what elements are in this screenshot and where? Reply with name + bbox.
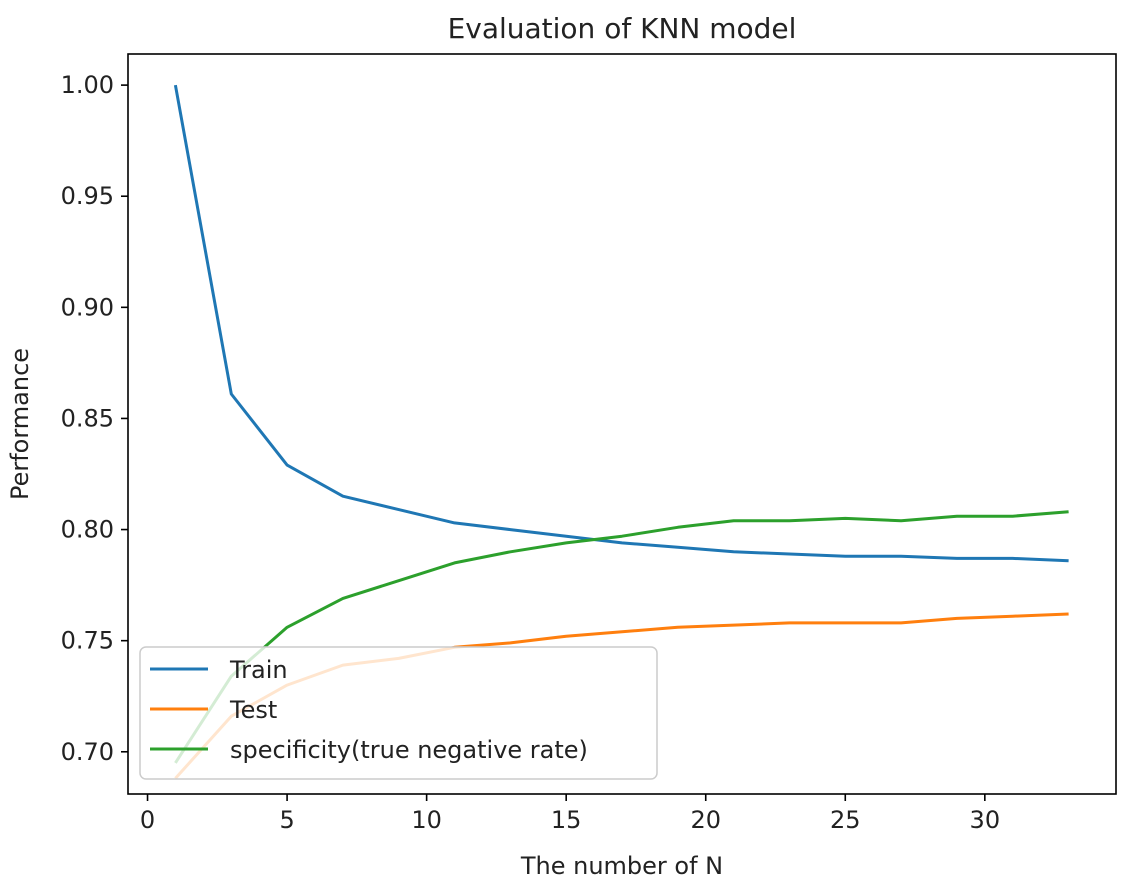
- series-line-2: [174, 510, 1069, 764]
- y-axis-label: Performance: [6, 348, 34, 500]
- x-tick-label: 0: [140, 806, 155, 834]
- y-tick-label: 0.85: [61, 404, 114, 432]
- legend-label-0: Train: [229, 656, 288, 684]
- y-tick-label: 0.70: [61, 738, 114, 766]
- x-tick-label: 10: [411, 806, 442, 834]
- series-line-0: [173, 84, 1069, 563]
- legend-label-2: specificity(true negative rate): [230, 736, 588, 764]
- ticks-layer: 0 5 10 15 20 25 30 0.70 0.75 0.80 0.85 0.90 0.95 1.00: [61, 71, 1001, 834]
- plot-frame: [127, 53, 1117, 795]
- legend-items: Train Test specificity(true negative rate): [150, 656, 588, 764]
- y-tick-label: 0.80: [61, 516, 114, 544]
- y-tick-label: 1.00: [61, 71, 114, 99]
- x-tick-label: 25: [830, 806, 861, 834]
- legend-box: [139, 646, 658, 780]
- x-tick-label: 20: [690, 806, 721, 834]
- y-tick-label: 0.95: [61, 182, 114, 210]
- chart-title: Evaluation of KNN model: [448, 12, 797, 45]
- x-tick-label: 15: [551, 806, 582, 834]
- legend: Train Test specificity(true negative rate): [139, 646, 658, 780]
- y-tick-label: 0.75: [61, 627, 114, 655]
- y-tick-label: 0.90: [61, 293, 114, 321]
- legend-label-1: Test: [229, 696, 277, 724]
- x-tick-label: 30: [970, 806, 1001, 834]
- x-axis-label: The number of N: [520, 852, 723, 880]
- x-tick-label: 5: [279, 806, 294, 834]
